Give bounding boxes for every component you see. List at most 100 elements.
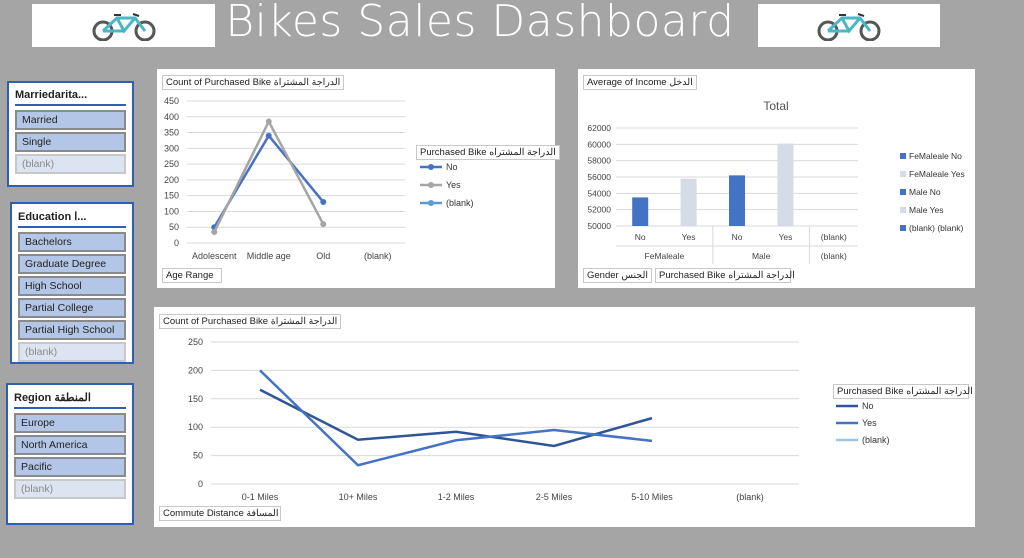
page-title: Bikes Sales Dashboard: [225, 0, 735, 47]
bar: [729, 175, 745, 226]
slicer-item-blank[interactable]: (blank): [18, 342, 126, 362]
legend-label: FeMaleale Yes: [909, 169, 965, 179]
value-field-button[interactable]: Count of Purchased Bike الدراجة المشتراة: [159, 314, 342, 329]
legend-swatch: [900, 171, 906, 177]
x-tick-label: Adolescent: [192, 251, 237, 261]
slicer-title: Education ا...: [18, 208, 126, 228]
x-tick-label: 10+ Miles: [339, 492, 378, 502]
x-tick-label: 2-5 Miles: [536, 492, 573, 502]
slicer-education: Education ا... Bachelors Graduate Degree…: [10, 202, 134, 364]
x-tick-label: 0-1 Miles: [242, 492, 279, 502]
value-field-button[interactable]: Count of Purchased Bike الدراجة المشتراة: [162, 75, 345, 90]
legend-label: (blank) (blank): [909, 223, 963, 233]
commute-line-chart: 0 50 100 150 200 250 0-1 Miles 10+ Miles 1-2 Mil…: [188, 337, 890, 502]
bar: [680, 178, 697, 226]
x-tick-label: (blank): [736, 492, 764, 502]
legend-label: Male No: [909, 187, 941, 197]
legend-marker: [428, 164, 434, 170]
x-tick-label: Old: [316, 251, 330, 261]
x-tick-label: Yes: [682, 232, 696, 242]
x-group-label: (blank): [821, 251, 847, 261]
y-tick-label: 200: [164, 175, 179, 185]
y-tick-label: 400: [164, 112, 179, 122]
slicer-item-blank[interactable]: (blank): [15, 154, 126, 174]
slicer-item-pacific[interactable]: Pacific: [14, 457, 126, 477]
series-line-no: [259, 388, 653, 448]
slicer-item-single[interactable]: Single: [15, 132, 126, 152]
chart-panel-age-range[interactable]: Count of Purchased Bike الدراجة المشتراة…: [157, 69, 560, 288]
slicer-item-partial-high-school[interactable]: Partial High School: [18, 320, 126, 340]
data-point: [211, 228, 218, 235]
x-tick-label: No: [732, 232, 743, 242]
legend-label: No: [446, 162, 458, 172]
data-point: [265, 118, 272, 125]
y-tick-label: 56000: [587, 172, 611, 182]
slicer-item-blank[interactable]: (blank): [14, 479, 126, 499]
axis-field-button-gender[interactable]: Gender الجنس: [583, 268, 652, 283]
chart-panel-commute[interactable]: Count of Purchased Bike الدراجة المشتراة…: [154, 307, 975, 527]
bar: [777, 143, 794, 226]
y-tick-label: 50: [169, 222, 179, 232]
bar: [632, 197, 649, 226]
series-line-no: [213, 133, 325, 228]
chart-panel-income[interactable]: Average of Income الدخل Total 50000 52000 5…: [578, 69, 975, 288]
legend-label: (blank): [862, 435, 890, 445]
legend-swatch: [900, 207, 906, 213]
axis-field-button-purchased[interactable]: Purchased Bike الدراجة المشتراه: [655, 268, 795, 283]
income-bar-chart: Total 50000 52000 54000 56000 58000 60000 62000…: [587, 99, 965, 264]
bicycle-icon: [817, 12, 881, 41]
axis-field-button[interactable]: Age Range: [162, 268, 222, 283]
x-tick-label: (blank): [364, 251, 392, 261]
legend-label: Male Yes: [909, 205, 944, 215]
legend-marker: [428, 200, 434, 206]
x-tick-label: Yes: [778, 232, 792, 242]
y-tick-label: 52000: [587, 205, 611, 215]
age-range-line-chart: 0 50 100 150 200 250 300 350 400 450 Adolescent Mid…: [164, 96, 474, 261]
legend-field-button[interactable]: Purchased Bike الدراجة المشتراه: [416, 145, 560, 160]
slicer-region: Region المنطقة Europe North America Paci…: [6, 383, 134, 525]
series-line-yes: [259, 369, 653, 467]
y-tick-label: 62000: [587, 123, 611, 133]
y-tick-label: 250: [164, 159, 179, 169]
x-tick-label: Middle age: [247, 251, 291, 261]
y-tick-label: 300: [164, 143, 179, 153]
axis-field-button[interactable]: Commute Distance المسافة: [159, 506, 281, 521]
legend-marker: [428, 182, 434, 188]
y-tick-label: 100: [188, 422, 203, 432]
x-group-label: Male: [752, 251, 771, 261]
legend-swatch: [900, 153, 906, 159]
x-tick-label: (blank): [821, 232, 847, 242]
slicer-title: Marriedarita...: [15, 87, 126, 106]
y-tick-label: 350: [164, 128, 179, 138]
y-tick-label: 54000: [587, 188, 611, 198]
x-tick-label: 5-10 Miles: [631, 492, 673, 502]
logo-right: [758, 4, 940, 47]
data-point: [265, 132, 272, 139]
y-tick-label: 150: [164, 191, 179, 201]
y-tick-label: 250: [188, 337, 203, 347]
slicer-item-bachelors[interactable]: Bachelors: [18, 232, 126, 252]
y-tick-label: 50: [193, 451, 203, 461]
slicer-item-north-america[interactable]: North America: [14, 435, 126, 455]
slicer-item-graduate-degree[interactable]: Graduate Degree: [18, 254, 126, 274]
data-point: [320, 221, 327, 228]
y-tick-label: 200: [188, 365, 203, 375]
slicer-item-europe[interactable]: Europe: [14, 413, 126, 433]
y-tick-label: 0: [174, 238, 179, 248]
legend-label: No: [862, 401, 874, 411]
slicer-item-married[interactable]: Married: [15, 110, 126, 130]
slicer-item-high-school[interactable]: High School: [18, 276, 126, 296]
legend-label: Yes: [446, 180, 461, 190]
legend-label: Yes: [862, 418, 877, 428]
y-tick-label: 100: [164, 206, 179, 216]
logo-left: [32, 4, 215, 47]
legend-label: (blank): [446, 198, 474, 208]
slicer-marital-status: Marriedarita... Married Single (blank): [7, 81, 134, 187]
bicycle-icon: [92, 12, 155, 41]
y-tick-label: 50000: [587, 221, 611, 231]
data-point: [320, 198, 327, 205]
legend-field-button[interactable]: Purchased Bike الدراجة المشتراه: [833, 384, 973, 399]
slicer-item-partial-college[interactable]: Partial College: [18, 298, 126, 318]
legend-swatch: [900, 189, 906, 195]
value-field-button[interactable]: Average of Income الدخل: [583, 75, 697, 90]
